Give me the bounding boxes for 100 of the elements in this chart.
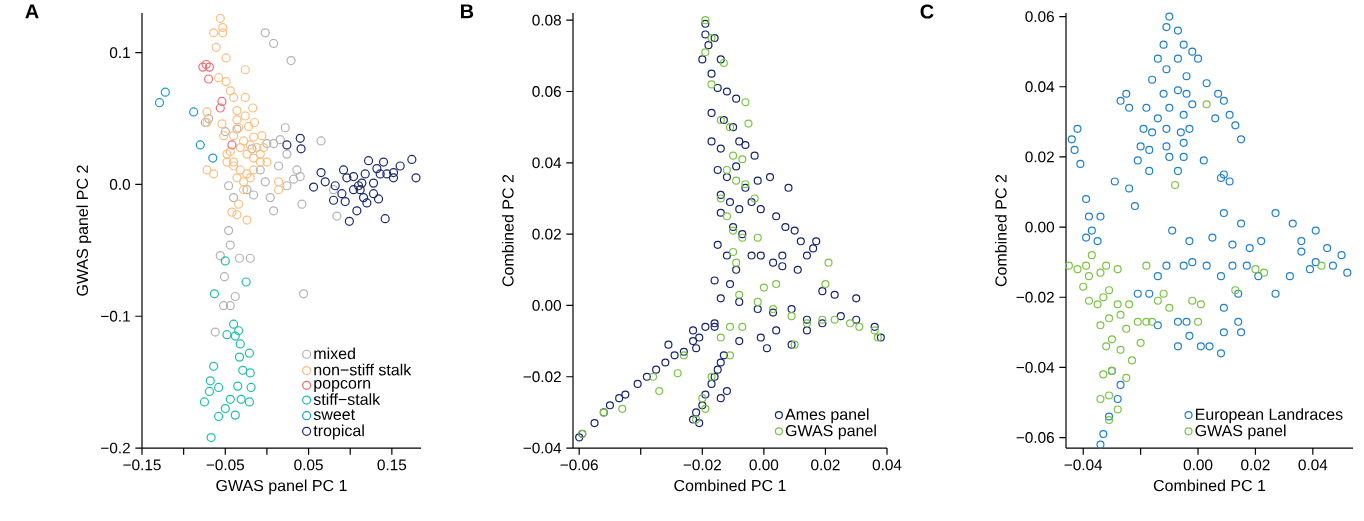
point [230,410,240,420]
point [725,123,735,132]
point [1142,261,1151,270]
point [1073,265,1082,274]
y-tick-label: 0.08 [532,14,561,26]
point [282,149,292,159]
point [787,312,796,321]
point [239,177,249,187]
point [229,157,239,167]
point [220,256,230,266]
point [846,319,855,328]
x-tick-label: 0.02 [811,459,840,471]
point [275,134,285,145]
point [328,195,339,205]
point [242,169,252,179]
point [388,167,399,178]
point [1113,405,1122,414]
point [1099,293,1108,302]
y-tick-label: 0.1 [109,47,130,59]
point [245,173,255,183]
point [729,226,738,235]
point [260,28,270,38]
point [340,196,350,207]
legend-label: GWAS panel [785,424,876,440]
point [407,154,417,164]
point [204,74,214,84]
point [206,432,216,443]
point [222,157,232,167]
point [698,394,707,403]
point [292,165,302,175]
point [210,327,220,337]
y-tick-label: −0.04 [1016,361,1055,373]
point [199,397,210,407]
point [242,215,252,225]
point [234,253,245,263]
point [357,178,367,188]
point [344,216,354,226]
point [217,119,227,129]
point [245,253,255,263]
point [1107,335,1116,344]
point [248,103,258,113]
point [855,322,864,331]
point [1165,303,1174,312]
point [316,167,326,178]
point [209,28,219,38]
x-tick-label: 0.04 [1298,459,1328,471]
point [753,233,762,242]
point [224,181,234,191]
x-tick-label: 0.00 [749,459,779,471]
point [202,165,212,175]
point [255,165,265,175]
point [189,107,199,117]
point [750,194,759,203]
point [719,58,728,68]
x-tick-label: −0.05 [206,459,245,471]
point [230,331,240,341]
point [1104,314,1114,323]
point [1142,317,1151,326]
point [738,155,747,164]
point [255,149,265,159]
point [679,351,688,360]
point [235,165,245,175]
point [1202,100,1211,109]
point [821,279,830,289]
point [288,174,299,184]
point [1116,345,1125,354]
point [208,153,218,163]
point [225,394,235,404]
point [1116,310,1125,319]
point [1196,300,1205,309]
x-tick-label: −0.15 [123,459,161,471]
point [1113,265,1122,274]
point [221,76,231,87]
point [232,210,242,220]
point [320,177,330,187]
point [242,149,252,159]
legend-label: stiff−stalk [313,393,381,405]
point [388,173,399,183]
point [222,330,232,340]
point [295,133,305,143]
point [759,283,768,292]
point [1113,300,1122,309]
point [395,161,405,171]
point [215,13,225,23]
point [217,96,227,106]
y-tick-label: −0.04 [523,442,562,454]
point [249,190,259,200]
point [280,123,290,133]
point [358,192,369,203]
point [229,131,239,141]
point [316,136,326,146]
chart-title: C [920,4,934,19]
point [214,411,224,422]
point [373,194,384,204]
point [227,140,237,150]
point [1259,268,1269,277]
point [380,214,390,224]
point [411,173,421,183]
point [235,339,245,349]
point [818,315,827,324]
